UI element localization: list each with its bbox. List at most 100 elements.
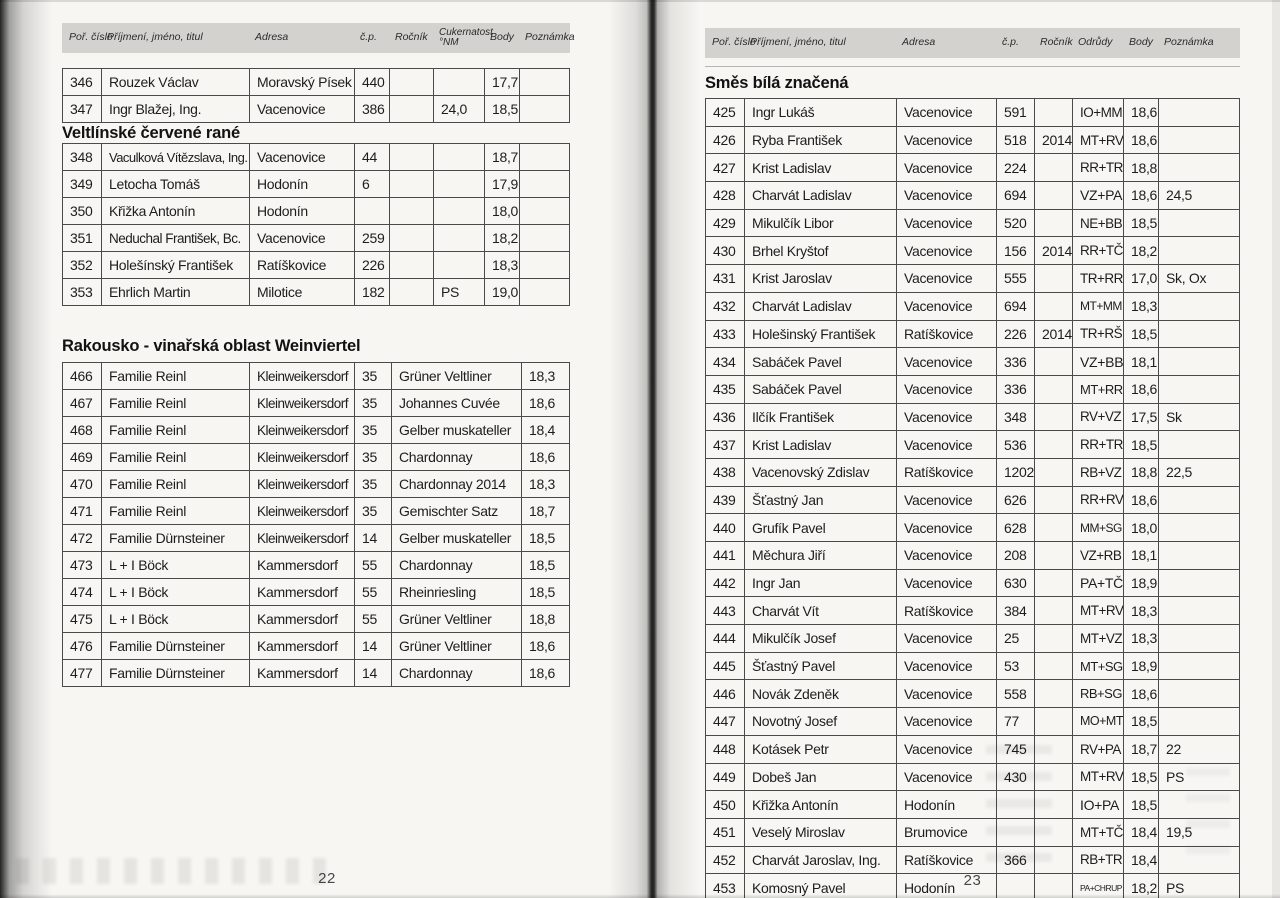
table-row: 434 Sabáček Pavel Vacenovice 336 VZ+BB 18,1 bbox=[706, 348, 1239, 376]
table-cell: Vacenovice bbox=[896, 542, 996, 569]
table-cell: RR+TČ bbox=[1072, 237, 1123, 265]
table-cell: RR+TR bbox=[1072, 431, 1123, 458]
table-cell: Ratíškovice bbox=[896, 846, 996, 874]
header-cell-body: Body bbox=[490, 31, 514, 44]
table-cell: 468 bbox=[70, 422, 93, 438]
table-row: 428 Charvát Ladislav Vacenovice 694 VZ+PA 18,… bbox=[706, 182, 1239, 210]
table-cell: Gelber muskateller bbox=[391, 525, 521, 551]
table-cell bbox=[433, 198, 484, 224]
table-cell: 474 bbox=[70, 584, 93, 600]
table-cell: Brhel Kryštof bbox=[744, 237, 896, 265]
table-cell: 18,1 bbox=[1123, 348, 1158, 375]
table-cell: Vacenovice bbox=[896, 763, 996, 791]
table-cell: 53 bbox=[996, 652, 1034, 680]
table-cell bbox=[1034, 846, 1072, 874]
table-cell: MT+VZ bbox=[1072, 625, 1123, 652]
table-cell: Hodonín bbox=[896, 874, 996, 898]
book-spine bbox=[608, 0, 700, 898]
table-cell: L + I Böck bbox=[101, 552, 249, 578]
section-title-veltlinske: Veltlínské červené rané bbox=[62, 124, 240, 142]
table-cell: Křižka Antonín bbox=[101, 198, 249, 224]
table-cell: Charvát Ladislav bbox=[744, 292, 896, 320]
table-row: 466 Familie Reinl Kleinweikersdorf 35 Grüner… bbox=[63, 363, 569, 390]
table-cell: Grüner Veltliner bbox=[391, 363, 521, 389]
header-cell-body: Body bbox=[1129, 36, 1153, 49]
header-cell-poznamka: Poznámka bbox=[525, 31, 575, 44]
table-cell: 18,9 bbox=[1123, 569, 1158, 597]
table-row: 449 Dobeš Jan Vacenovice 430 MT+RV 18,5 PS bbox=[706, 763, 1241, 792]
table-cell: Kleinweikersdorf bbox=[249, 390, 354, 416]
table-row: 431 Krist Jaroslav Vacenovice 555 TR+RR 17,0 S… bbox=[706, 265, 1239, 293]
table-cell: Vacenovice bbox=[896, 431, 996, 458]
table-cell: RV+VZ bbox=[1072, 403, 1123, 431]
table-cell: 18,2 bbox=[484, 225, 519, 251]
table-cell: PS bbox=[1158, 763, 1241, 791]
table-cell: 386 bbox=[354, 96, 389, 122]
table-cell bbox=[389, 198, 433, 224]
table-cell: 18,6 bbox=[521, 390, 566, 416]
table-cell: 425 bbox=[713, 104, 736, 121]
table-cell: 18,7 bbox=[521, 498, 566, 524]
table-cell: 18,3 bbox=[1123, 625, 1158, 652]
table-cell: Ratíškovice bbox=[896, 458, 996, 486]
table-header-band: Poř. číslo Příjmení, jméno, titul Adresa… bbox=[62, 23, 575, 53]
table-cell: Veselý Miroslav bbox=[744, 818, 896, 846]
table-row: 352 Holešínský František Ratíškovice 226 18,… bbox=[63, 252, 569, 279]
table-cell: Grüner Veltliner bbox=[391, 633, 521, 659]
table-cell: 18,5 bbox=[1123, 431, 1158, 458]
table-cell: 441 bbox=[713, 547, 736, 564]
table-cell: 435 bbox=[713, 381, 736, 398]
table-cell: 591 bbox=[996, 99, 1034, 126]
table-cell: Familie Reinl bbox=[101, 471, 249, 497]
table-row: 474 L + I Böck Kammersdorf 55 Rheinriesling 1… bbox=[63, 579, 569, 606]
table-cell bbox=[1034, 708, 1072, 735]
table-cell: Charvát Vít bbox=[744, 597, 896, 625]
table-cell: Vacenovice bbox=[896, 237, 996, 265]
table-cell: Krist Ladislav bbox=[744, 431, 896, 458]
header-cell-odrudy: Odrůdy bbox=[1078, 36, 1113, 49]
table-cell: Gemischter Satz bbox=[391, 498, 521, 524]
table-cell: 555 bbox=[996, 265, 1034, 292]
table-cell bbox=[354, 198, 389, 224]
table-cell: MM+SG bbox=[1072, 514, 1123, 541]
table-cell: Vacenovice bbox=[249, 144, 354, 170]
table-cell: Brumovice bbox=[896, 818, 996, 846]
table-cell bbox=[1034, 818, 1072, 846]
table-cell: 226 bbox=[996, 320, 1034, 348]
table-cell: 35 bbox=[354, 417, 391, 443]
table-cell: Mikulčík Josef bbox=[744, 625, 896, 652]
table-cell: 630 bbox=[996, 569, 1034, 597]
table-cell: Vacenovice bbox=[896, 708, 996, 735]
table-cell: 449 bbox=[713, 768, 736, 785]
table-cell: Chardonnay bbox=[391, 552, 521, 578]
table-cell: Novotný Josef bbox=[744, 708, 896, 735]
table-cell: Kammersdorf bbox=[249, 660, 354, 686]
table-cell: 18,7 bbox=[484, 144, 519, 170]
table-row: 346 Rouzek Václav Moravský Písek 440 17,7 bbox=[63, 69, 569, 96]
table-cell: Kleinweikersdorf bbox=[249, 363, 354, 389]
table-cell bbox=[519, 171, 566, 197]
table-cell: VZ+RB bbox=[1072, 542, 1123, 569]
table-cell bbox=[1034, 791, 1072, 818]
table-cell: 336 bbox=[996, 348, 1034, 375]
table-row: 430 Brhel Kryštof Vacenovice 156 2014 RR+TČ 18… bbox=[706, 237, 1239, 266]
table-cell: Krist Ladislav bbox=[744, 154, 896, 182]
table-cell: 18,6 bbox=[1123, 99, 1158, 126]
table-cell: 18,6 bbox=[1123, 375, 1158, 403]
table-cell bbox=[519, 225, 566, 251]
page-number-right: 23 bbox=[963, 872, 982, 889]
table-cell bbox=[1158, 791, 1241, 818]
table-cell: Vacenovice bbox=[896, 403, 996, 431]
table-cell: Křižka Antonín bbox=[744, 791, 896, 818]
table-cell: VZ+PA bbox=[1072, 182, 1123, 209]
table-cell: Kleinweikersdorf bbox=[249, 525, 354, 551]
table-cell bbox=[389, 144, 433, 170]
table-cell: 353 bbox=[70, 284, 93, 300]
table-cell: 18,5 bbox=[1123, 320, 1158, 348]
table-cell: Vacenovice bbox=[896, 680, 996, 708]
table-cell bbox=[1034, 209, 1072, 237]
table-cell: Vacenovice bbox=[896, 292, 996, 320]
table-cell bbox=[1158, 708, 1241, 735]
table-cell: 467 bbox=[70, 395, 93, 411]
table-cell bbox=[433, 252, 484, 278]
